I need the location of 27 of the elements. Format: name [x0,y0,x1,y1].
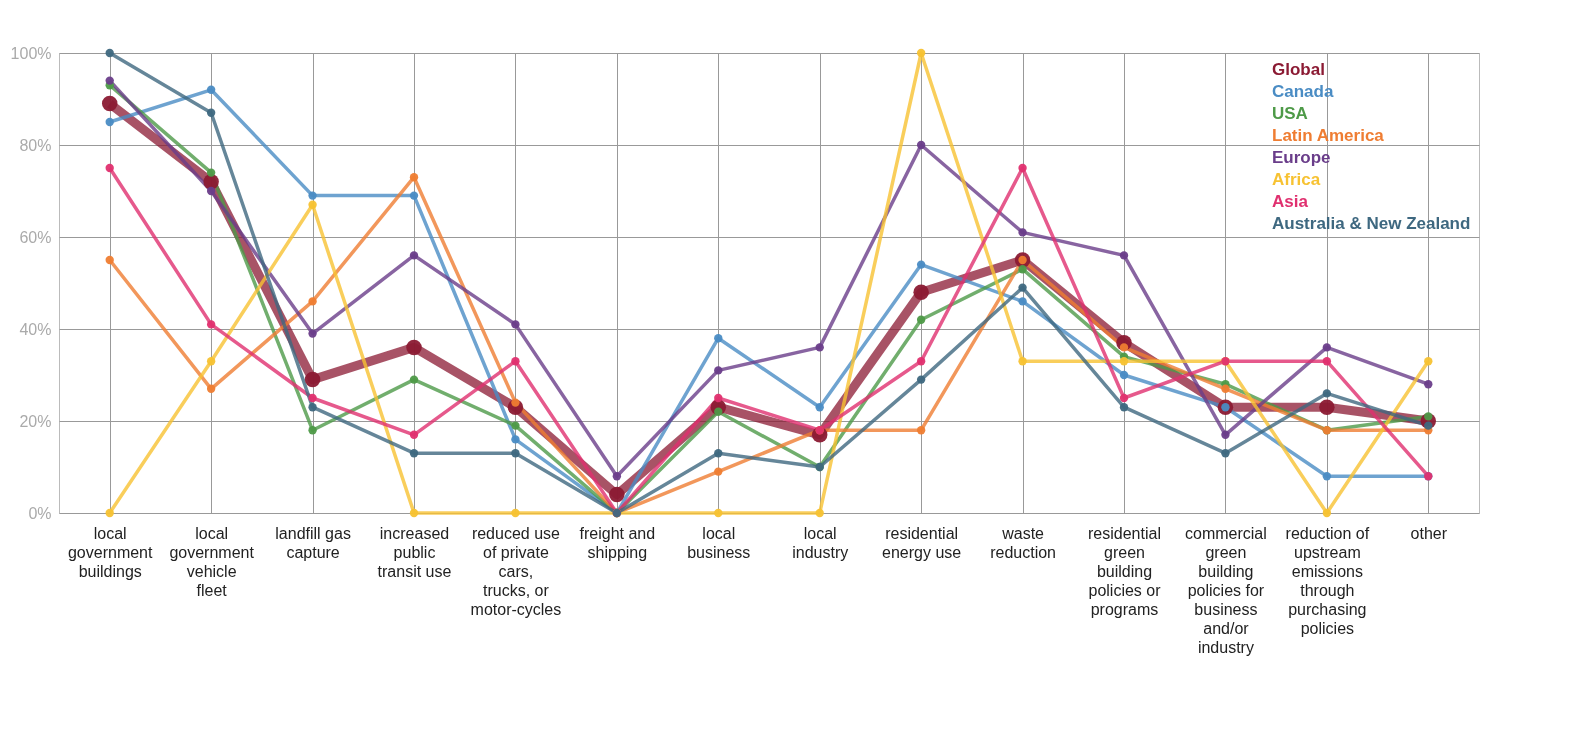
x-tick-label: other [1410,524,1448,542]
text: Asia [1272,191,1309,211]
y-tick-label: 60% [19,228,52,246]
text: Africa [1272,169,1321,189]
y-tick-label: 0% [28,504,52,522]
x-tick-label: residential green building policies or programs [1088,524,1162,618]
x-tick-label: landfill gas capture [275,524,351,561]
text: USA [1272,103,1308,123]
text: Europe [1272,147,1331,167]
x-tick-label: increased public transit use [377,524,452,580]
x-tick-label: local government buildings [67,524,154,580]
x-tick-label: reduction of upstream emissions through purchasing policies [1285,524,1370,637]
x-tick-label: local government vehicle fleet [169,524,255,599]
x-tick-label: freight and shipping [579,524,656,561]
x-tick-label: reduced use of private cars, trucks, or motor-cycles [470,524,562,618]
text: Latin America [1272,125,1385,145]
x-tick-label: commercial green building policies for business and/or industry [1185,524,1267,656]
y-tick-label: 40% [19,320,52,338]
text: Australia & New Zealand [1272,213,1471,233]
y-tick-label: 80% [19,136,52,154]
y-tick-label: 20% [19,412,52,430]
x-tick-label: waste reduction [990,524,1056,561]
text: Global [1272,59,1325,79]
x-tick-label: residential energy use [882,524,962,561]
x-tick-label: local business [687,524,751,561]
x-tick-label: local industry [792,524,849,561]
y-tick-label: 100% [10,44,52,62]
